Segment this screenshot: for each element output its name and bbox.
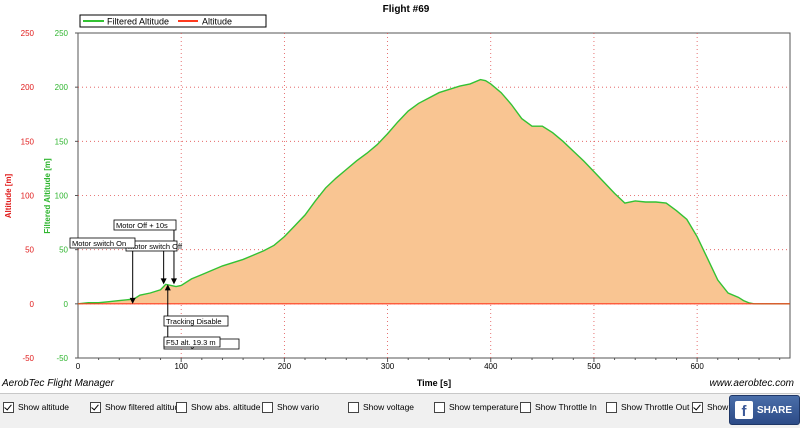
left-axis-label: Altitude [m]	[4, 173, 13, 218]
share-label: SHARE	[757, 404, 793, 416]
share-button[interactable]: f SHARE	[729, 395, 800, 425]
right-axis-label: Filtered Altitude [m]	[43, 158, 52, 234]
facebook-icon: f	[735, 401, 753, 419]
annotation-arrowhead	[129, 297, 136, 304]
chart-title: Flight #69	[383, 4, 430, 15]
svg-text:F5J alt. 19.3 m: F5J alt. 19.3 m	[166, 338, 216, 347]
annotation-arrowhead	[160, 278, 167, 285]
right-axis-tick-label: 150	[55, 137, 69, 146]
checkbox-box[interactable]	[348, 401, 359, 413]
x-axis-tick-label: 0	[76, 362, 81, 371]
checkbox-show-voltage[interactable]: Show voltage	[348, 400, 414, 414]
left-axis-tick-label: -50	[22, 354, 34, 363]
left-axis-tick-label: 0	[30, 300, 35, 309]
right-axis-tick-label: 200	[55, 83, 69, 92]
chart: -50 -50 0 0 50 50 100 100 150 150 200 200 250 250 0 100…	[4, 4, 791, 388]
annotation-arrowhead	[170, 278, 177, 285]
x-axis-label: Time [s]	[417, 378, 451, 388]
series-filtered-altitude-line	[77, 78, 790, 305]
right-axis-tick-label: 0	[64, 300, 69, 309]
checkbox-show-abs-altitude[interactable]: Show abs. altitude	[176, 400, 260, 414]
left-axis-tick-label: 200	[21, 83, 35, 92]
svg-text:Tracking Disable: Tracking Disable	[166, 317, 222, 326]
right-axis-tick-label: 250	[55, 29, 69, 38]
x-axis-tick-label: 400	[484, 362, 498, 371]
checkbox-show-extra[interactable]: Show	[692, 400, 728, 414]
checkbox-box[interactable]	[520, 401, 531, 413]
checkbox-box[interactable]	[606, 401, 617, 413]
x-axis-tick-label: 200	[278, 362, 292, 371]
checkbox-box[interactable]	[90, 401, 101, 413]
checkbox-box[interactable]	[434, 401, 445, 413]
annotation-motor-switch-on: Motor switch On	[69, 237, 136, 249]
right-axis-tick-label: -50	[56, 354, 68, 363]
annotation-f5j-altitude: F5J alt. 19.3 m	[163, 336, 221, 348]
legend-label-altitude: Altitude	[202, 17, 232, 27]
checkbox-show-throttle-in[interactable]: Show Throttle In	[520, 400, 597, 414]
checkbox-show-temperature[interactable]: Show temperature	[434, 400, 518, 414]
checkbox-show-altitude[interactable]: Show altitude	[3, 400, 69, 414]
checkbox-box[interactable]	[262, 401, 273, 413]
checkbox-show-filtered-altitude[interactable]: Show filtered altitude	[90, 400, 184, 414]
footer-website: www.aerobtec.com	[709, 378, 794, 389]
checkbox-box[interactable]	[176, 401, 187, 413]
svg-text:Motor switch Off: Motor switch Off	[128, 242, 183, 251]
right-axis-tick-label: 100	[55, 192, 69, 201]
annotation-tracking-disable: Tracking Disable	[163, 315, 229, 327]
x-axis-tick-label: 100	[175, 362, 189, 371]
toolbar: Show altitude Show filtered altitude Sho…	[0, 393, 800, 428]
checkbox-show-throttle-out[interactable]: Show Throttle Out	[606, 400, 689, 414]
svg-text:Motor Off + 10s: Motor Off + 10s	[116, 221, 168, 230]
right-axis-tick-label: 50	[59, 246, 68, 255]
legend: Filtered Altitude Altitude	[79, 14, 267, 28]
checkbox-box[interactable]	[3, 401, 14, 413]
footer-app-name: AerobTec Flight Manager	[2, 378, 114, 389]
annotation-motor-off-10s: Motor Off + 10s	[113, 219, 177, 231]
x-axis-tick-label: 300	[381, 362, 395, 371]
left-axis-tick-label: 50	[25, 246, 34, 255]
legend-label-filtered: Filtered Altitude	[107, 17, 169, 27]
left-axis-tick-label: 150	[21, 137, 35, 146]
checkbox-box[interactable]	[692, 401, 703, 413]
annotation-arrowhead	[164, 284, 171, 291]
x-axis-tick-label: 600	[690, 362, 704, 371]
svg-text:Motor switch On: Motor switch On	[72, 239, 126, 248]
series-filtered-altitude-area	[78, 79, 790, 304]
left-axis-tick-label: 250	[21, 29, 35, 38]
left-axis-tick-label: 100	[21, 192, 35, 201]
checkbox-show-vario[interactable]: Show vario	[262, 400, 319, 414]
x-axis-tick-label: 500	[587, 362, 601, 371]
